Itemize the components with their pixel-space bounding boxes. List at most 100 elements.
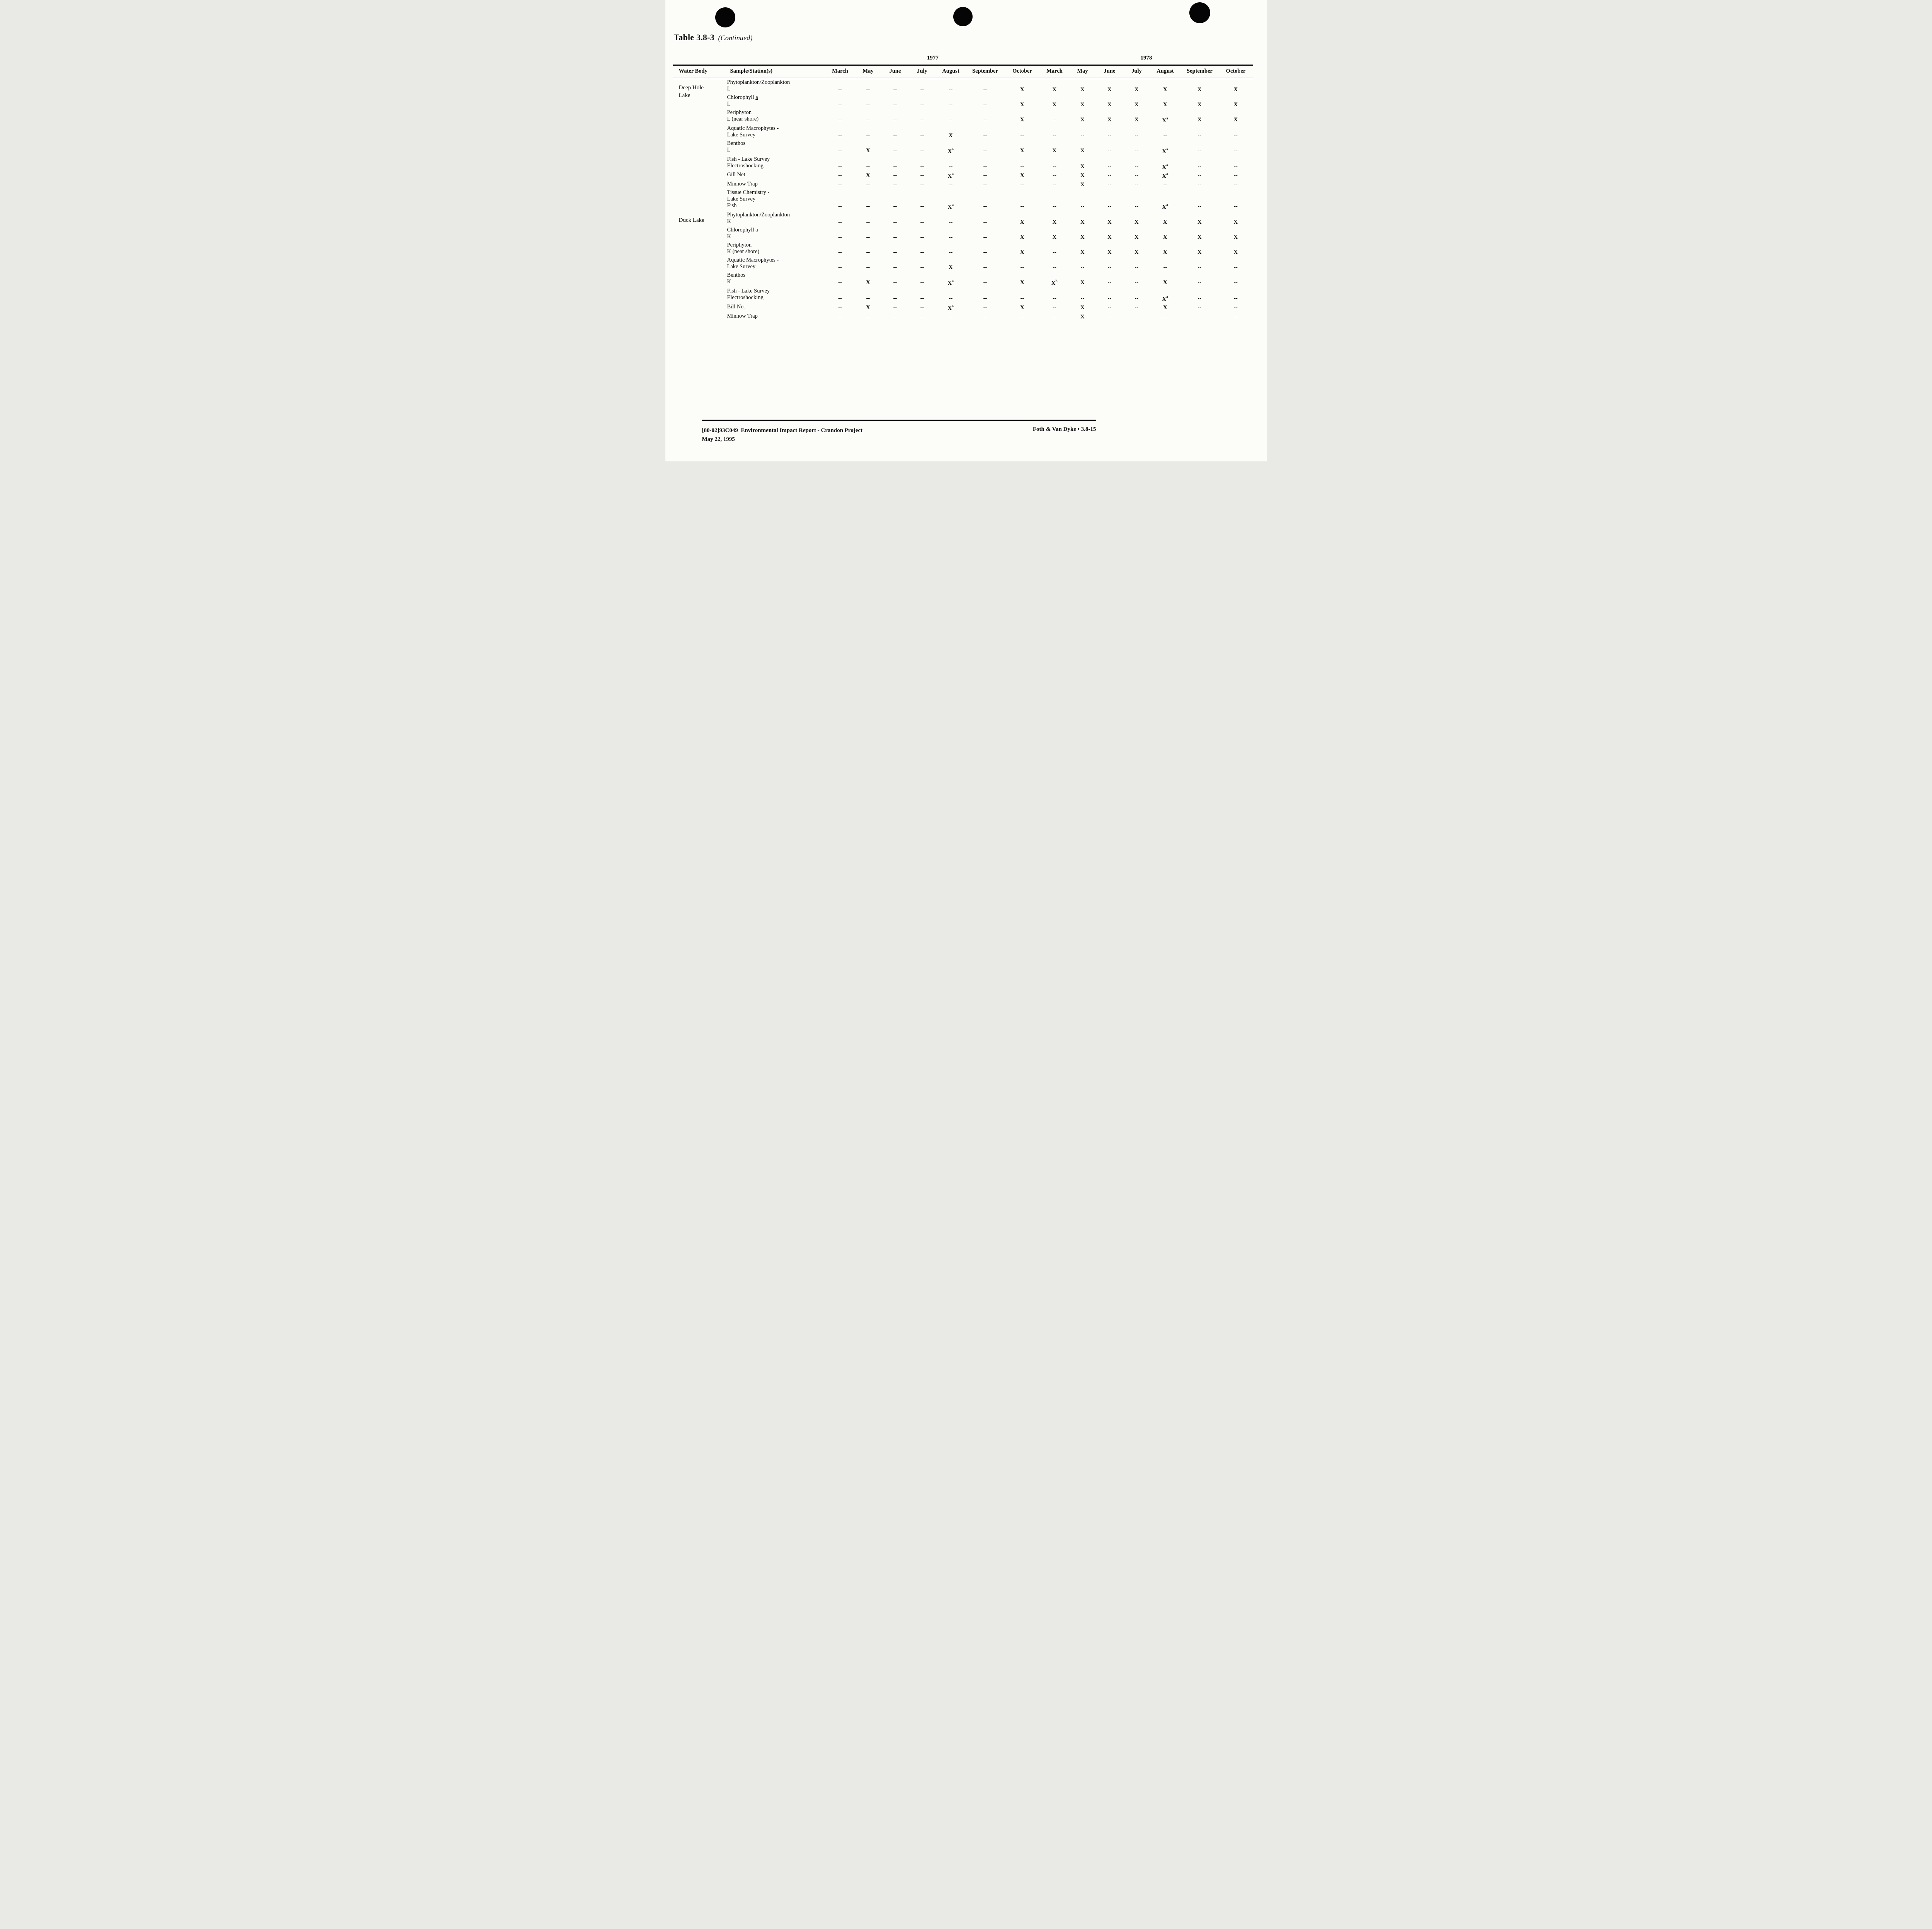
page-footer: [80-02]93C049 Environmental Impact Repor… (702, 420, 1096, 444)
empty-cell (826, 196, 855, 202)
sample-header-row: Fish - Lake Survey (673, 288, 1253, 294)
empty-cell (1123, 196, 1150, 202)
sample-header-row: Duck Lake Phytoplankton/Zooplankton (673, 212, 1253, 223)
no-sample-mark: -- (920, 182, 924, 188)
no-sample-mark: -- (1053, 117, 1056, 123)
col-header-water-body: Water Body (673, 65, 727, 79)
sample-collected-mark: X (1080, 234, 1085, 241)
footer-date: May 22, 1995 (702, 436, 735, 442)
no-sample-mark: -- (920, 132, 924, 139)
no-sample-mark: -- (949, 117, 953, 123)
footnote-marker: a (1166, 203, 1168, 207)
no-sample-mark: -- (983, 203, 987, 210)
sample-header-row: Aquatic Macrophytes - (673, 125, 1253, 132)
sample-type-label: Fish - Lake Survey (727, 287, 770, 294)
no-sample-mark: -- (838, 87, 842, 93)
no-sample-mark: -- (893, 117, 897, 123)
no-sample-mark: -- (1053, 163, 1056, 170)
station-label: L (727, 146, 731, 153)
sample-type-label: Phytoplankton/Zooplankton (727, 212, 790, 218)
sample-collected-mark: X (1080, 304, 1085, 311)
no-sample-mark: -- (949, 219, 953, 226)
station-row: L -- X -- -- Xa -- X X X -- -- Xa -- -- (673, 147, 1253, 156)
empty-cell (1150, 196, 1180, 202)
sample-collected-mark: X (866, 279, 870, 286)
sample-type-label: Aquatic Macrophytes - (727, 257, 779, 264)
empty-cell (936, 196, 966, 202)
no-sample-mark: -- (1134, 313, 1139, 320)
no-sample-mark: -- (1134, 295, 1139, 301)
no-sample-mark: -- (866, 203, 870, 210)
no-sample-mark: -- (1053, 304, 1056, 311)
no-sample-mark: -- (1053, 249, 1056, 256)
col-header-month-aug-1977: August (935, 65, 966, 79)
no-sample-mark: -- (1053, 132, 1056, 139)
no-sample-mark: -- (866, 182, 870, 188)
water-body-spacer (673, 304, 727, 313)
no-sample-mark: -- (1197, 132, 1202, 139)
no-sample-mark: -- (920, 102, 924, 108)
station-label: L (727, 101, 731, 107)
no-sample-mark: -- (838, 172, 842, 179)
no-sample-mark: -- (1020, 313, 1024, 320)
water-body-spacer (673, 125, 727, 132)
water-body-label: Duck Lake (673, 212, 727, 223)
station-label: K (727, 218, 731, 225)
no-sample-mark: -- (1197, 182, 1202, 188)
sample-collected-mark: X (1052, 87, 1057, 93)
no-sample-mark: -- (893, 87, 897, 93)
no-sample-mark: -- (866, 295, 870, 301)
no-sample-mark: -- (1163, 132, 1167, 139)
station-label: Lake Survey (727, 196, 756, 202)
no-sample-mark: -- (1107, 203, 1112, 210)
sample-collected-mark: Xa (1162, 172, 1168, 180)
no-sample-mark: -- (866, 132, 870, 139)
no-sample-mark: -- (1107, 147, 1112, 154)
no-sample-mark: -- (838, 117, 842, 123)
no-sample-mark: -- (920, 304, 924, 311)
no-sample-mark: -- (893, 249, 897, 256)
sample-collected-mark: X (1080, 249, 1085, 256)
sample-collected-mark: Xa (1162, 147, 1168, 155)
sample-collected-mark: X (1163, 249, 1167, 256)
no-sample-mark: -- (1197, 163, 1202, 170)
no-sample-mark: -- (893, 182, 897, 188)
station-row: L -- -- -- -- -- -- X X X X X X X X (673, 86, 1253, 94)
sample-collected-mark: X (1134, 87, 1139, 93)
sample-collected-mark: X (1107, 234, 1112, 241)
no-sample-mark: -- (893, 219, 897, 226)
empty-cell (1069, 196, 1096, 202)
no-sample-mark: -- (1107, 295, 1112, 301)
sample-collected-mark: X (1134, 249, 1139, 256)
station-label: L (near shore) (727, 116, 759, 122)
no-sample-mark: -- (920, 147, 924, 154)
no-sample-mark: -- (949, 163, 953, 170)
no-sample-mark: -- (949, 102, 953, 108)
no-sample-mark: -- (920, 234, 924, 241)
empty-cell (1219, 196, 1253, 202)
no-sample-mark: -- (893, 313, 897, 320)
punch-hole-icon (1189, 2, 1210, 23)
sample-collected-mark: X (1163, 87, 1167, 93)
sample-collected-mark: X (1197, 117, 1202, 123)
no-sample-mark: -- (893, 163, 897, 170)
no-sample-mark: -- (983, 264, 987, 271)
col-header-month-may-1977: May (854, 65, 882, 79)
sample-type-label: Benthos (727, 140, 746, 146)
no-sample-mark: -- (1053, 313, 1056, 320)
station-row: Electroshocking -- -- -- -- -- -- -- -- X -- -- Xa --… (673, 163, 1253, 172)
sample-collected-mark: X (1080, 313, 1085, 320)
year-label-1977: 1977 (825, 54, 1040, 66)
sample-collected-mark: X (1163, 234, 1167, 241)
no-sample-mark: -- (1134, 163, 1139, 170)
empty-cell (966, 196, 1005, 202)
water-body-spacer (673, 279, 727, 288)
sample-collected-mark: X (1080, 219, 1085, 226)
sample-collected-mark: X (1107, 102, 1112, 108)
water-body-spacer (673, 116, 727, 125)
sample-type-label: Fish - Lake Survey (727, 156, 770, 162)
no-sample-mark: -- (1053, 172, 1056, 179)
no-sample-mark: -- (1134, 172, 1139, 179)
no-sample-mark: -- (1197, 147, 1202, 154)
station-label: K (near shore) (727, 248, 760, 255)
